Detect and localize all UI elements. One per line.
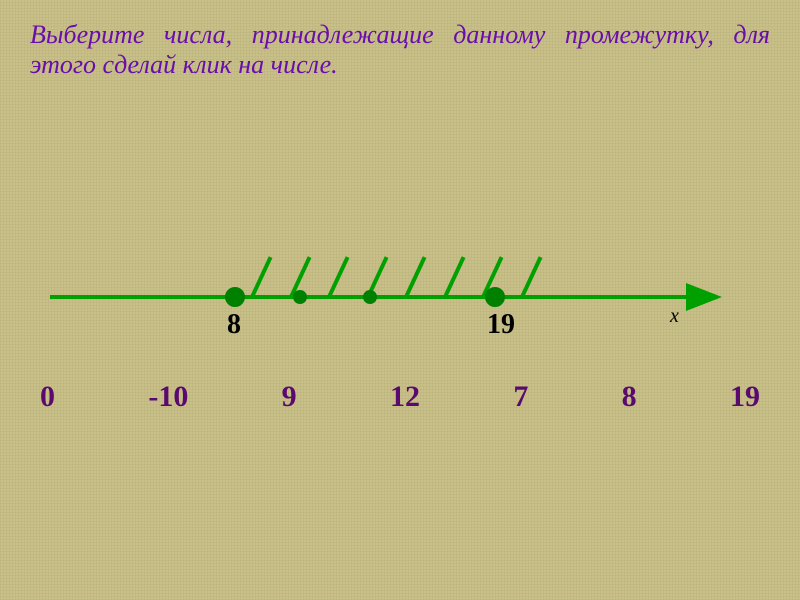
number-choice[interactable]: 12 (390, 380, 420, 414)
number-choice[interactable]: -10 (148, 380, 188, 414)
number-choice[interactable]: 19 (730, 380, 760, 414)
number-choice[interactable]: 0 (40, 380, 55, 414)
x-axis-label: х (670, 305, 679, 328)
number-line: х 819 (50, 255, 750, 335)
selected-point (363, 290, 377, 304)
hatch-mark (443, 256, 465, 298)
instruction-text: Выберите числа, принадлежащие данному пр… (30, 20, 770, 80)
number-choice[interactable]: 9 (282, 380, 297, 414)
hatch-mark (520, 256, 542, 298)
number-choices: 0 -10 9 12 7 8 19 (40, 380, 760, 414)
hatch-mark (404, 256, 426, 298)
endpoint-label: 8 (227, 309, 241, 341)
axis-arrow-icon (686, 283, 722, 311)
hatch-mark (250, 256, 272, 298)
interval-endpoint (485, 287, 505, 307)
number-choice[interactable]: 7 (513, 380, 528, 414)
hatch-mark (327, 256, 349, 298)
endpoint-label: 19 (487, 309, 515, 341)
selected-point (293, 290, 307, 304)
interval-endpoint (225, 287, 245, 307)
number-choice[interactable]: 8 (622, 380, 637, 414)
